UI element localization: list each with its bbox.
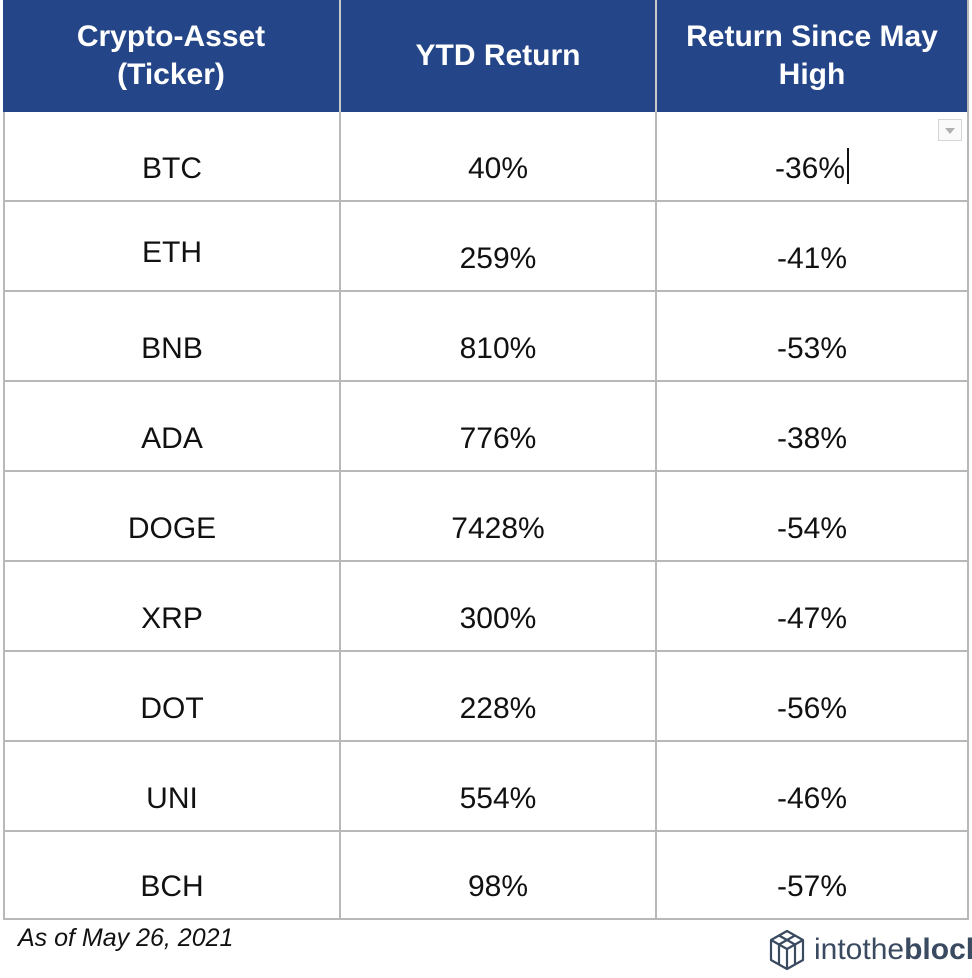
table-header-row: Crypto-Asset (Ticker) YTD Return Return … bbox=[3, 0, 967, 112]
table-body: BTC 40% -36% ETH 259% -41% BNB 810% -53%… bbox=[3, 112, 967, 918]
since-high-cell[interactable]: -46% bbox=[655, 742, 967, 830]
ticker-cell[interactable]: BTC bbox=[142, 152, 202, 185]
ytd-cell[interactable]: 554% bbox=[339, 742, 655, 830]
table-row: XRP 300% -47% bbox=[5, 562, 967, 652]
ticker-cell[interactable]: BNB bbox=[141, 332, 203, 365]
since-high-cell[interactable]: -54% bbox=[655, 472, 967, 560]
table-row: BCH 98% -57% bbox=[5, 832, 967, 918]
returns-table: Crypto-Asset (Ticker) YTD Return Return … bbox=[3, 0, 969, 920]
header-crypto-asset[interactable]: Crypto-Asset (Ticker) bbox=[76, 20, 266, 91]
since-high-cell[interactable]: -56% bbox=[655, 652, 967, 740]
since-high-cell[interactable]: -38% bbox=[655, 382, 967, 470]
ytd-cell[interactable]: 810% bbox=[339, 292, 655, 380]
since-high-cell[interactable]: -41% bbox=[655, 202, 967, 290]
as-of-footnote: As of May 26, 2021 bbox=[18, 924, 234, 952]
ytd-cell[interactable]: 228% bbox=[339, 652, 655, 740]
ytd-cell[interactable]: 300% bbox=[339, 562, 655, 650]
header-return-since-may-high[interactable]: Return Since May High bbox=[655, 0, 967, 112]
ytd-cell[interactable]: 98% bbox=[339, 832, 655, 918]
table-row: BNB 810% -53% bbox=[5, 292, 967, 382]
text-cursor bbox=[847, 148, 850, 184]
ytd-cell[interactable]: 7428% bbox=[339, 472, 655, 560]
ticker-cell[interactable]: ADA bbox=[141, 422, 203, 455]
ticker-cell[interactable]: BCH bbox=[140, 870, 204, 903]
table-row: BTC 40% -36% bbox=[5, 112, 967, 202]
ytd-cell[interactable]: 259% bbox=[339, 202, 655, 290]
brand-wordmark: intotheblock bbox=[814, 933, 972, 966]
ticker-cell[interactable]: ETH bbox=[142, 236, 202, 269]
ticker-cell[interactable]: DOGE bbox=[127, 512, 217, 545]
since-high-cell[interactable]: -47% bbox=[655, 562, 967, 650]
table-row: ADA 776% -38% bbox=[5, 382, 967, 472]
brand-logo: intotheblock bbox=[768, 926, 972, 974]
table-row: ETH 259% -41% bbox=[5, 202, 967, 292]
since-high-cell[interactable]: -57% bbox=[655, 832, 967, 918]
since-high-cell[interactable]: -36% bbox=[655, 112, 967, 200]
table-row: DOT 228% -56% bbox=[5, 652, 967, 742]
table-row: UNI 554% -46% bbox=[5, 742, 967, 832]
header-ytd-return[interactable]: YTD Return bbox=[339, 0, 655, 112]
chevron-down-icon bbox=[945, 128, 955, 134]
ytd-cell[interactable]: 776% bbox=[339, 382, 655, 470]
ticker-cell[interactable]: XRP bbox=[141, 602, 203, 635]
ticker-cell[interactable]: DOT bbox=[140, 692, 204, 725]
ytd-cell[interactable]: 40% bbox=[339, 112, 655, 200]
ticker-cell[interactable]: UNI bbox=[146, 782, 198, 815]
cube-logo-icon bbox=[769, 929, 805, 971]
since-high-cell[interactable]: -53% bbox=[655, 292, 967, 380]
cell-dropdown-button[interactable] bbox=[938, 119, 962, 141]
table-row: DOGE 7428% -54% bbox=[5, 472, 967, 562]
